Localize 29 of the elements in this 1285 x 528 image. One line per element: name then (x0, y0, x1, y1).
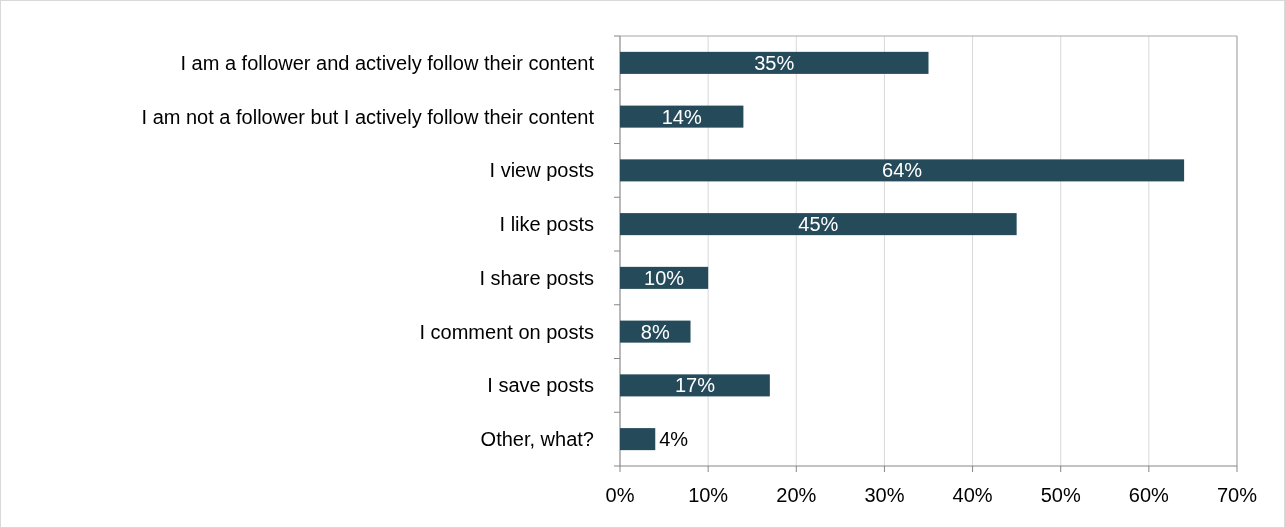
bar (620, 374, 770, 397)
x-tick-label: 0% (605, 484, 635, 506)
y-tick-label: I am a follower and actively follow their content (180, 51, 595, 74)
x-tick-label: 20% (776, 484, 817, 506)
data-label: 45% (798, 213, 839, 236)
x-tick-label: 30% (864, 484, 905, 506)
y-tick-label: I comment on posts (419, 320, 594, 343)
data-label: 64% (882, 159, 923, 182)
data-label: 4% (659, 428, 689, 451)
data-label: 35% (754, 51, 795, 74)
data-label: 14% (661, 105, 702, 128)
x-tick-label: 70% (1216, 484, 1258, 506)
x-tick-label: 40% (952, 484, 993, 506)
data-label: 17% (674, 374, 716, 397)
y-tick-label: I view posts (489, 159, 594, 182)
y-tick-label: I share posts (479, 266, 594, 289)
bar (620, 51, 929, 74)
data-label: 10% (644, 266, 685, 289)
y-tick-label: Other, what? (480, 428, 594, 451)
x-tick-label: 60% (1128, 484, 1170, 506)
y-tick-label: I am not a follower but I actively follow their content (141, 105, 595, 128)
bar (620, 428, 656, 451)
data-label: 8% (640, 320, 670, 343)
y-tick-label: I like posts (499, 213, 594, 236)
y-tick-label: I save posts (487, 374, 594, 397)
bar (620, 159, 1185, 182)
bar (620, 213, 1017, 236)
x-tick-label: 50% (1040, 484, 1081, 506)
x-tick-label: 10% (688, 484, 729, 506)
